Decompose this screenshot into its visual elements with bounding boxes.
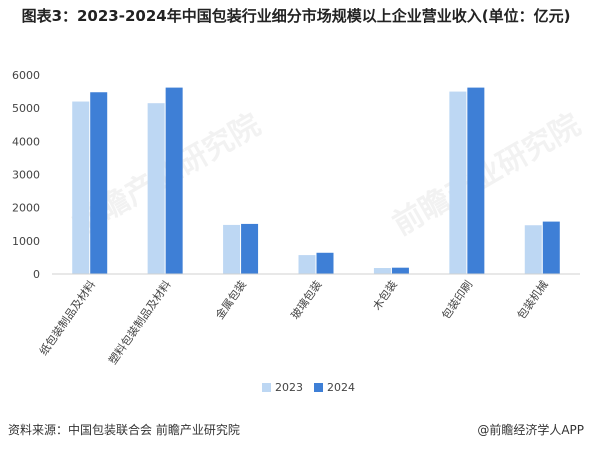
bars [72, 87, 560, 275]
bar-2023 [373, 268, 391, 274]
bar-2023 [449, 91, 467, 274]
x-tick-label: 玻璃包装 [288, 278, 325, 322]
y-axis: 0 1000 2000 3000 4000 5000 6000 [12, 69, 40, 281]
x-tick-label: 木包装 [370, 278, 400, 312]
chart-title: 图表3：2023-2024年中国包装行业细分市场规模以上企业营业收入(单位：亿元… [21, 7, 571, 25]
y-tick-label: 0 [33, 268, 40, 281]
bar-2024 [542, 221, 560, 274]
bar-2024 [90, 92, 108, 274]
bar-2023 [223, 224, 241, 274]
brand-label: @前瞻经济学人APP [477, 423, 584, 437]
bar-2024 [391, 267, 409, 274]
legend-swatch [262, 383, 271, 392]
y-tick-label: 3000 [12, 169, 40, 182]
bar-2024 [316, 252, 334, 274]
bar-2024 [165, 87, 183, 274]
y-tick-label: 6000 [12, 69, 40, 82]
x-tick-label: 包装机械 [514, 278, 551, 322]
x-tick-label: 纸包装制品及材料 [36, 278, 98, 358]
x-tick-label: 包装印刷 [439, 278, 475, 321]
x-tick-label: 金属包装 [212, 278, 249, 322]
legend-swatch [314, 383, 323, 392]
y-tick-label: 2000 [12, 202, 40, 215]
x-axis: 纸包装制品及材料 塑料包装制品及材料 金属包装 玻璃包装 木包装 包装印刷 包装机械 [36, 273, 580, 367]
bar-2023 [147, 103, 165, 274]
source-note: 资料来源：中国包装联合会 前瞻产业研究院 [8, 423, 240, 437]
y-tick-label: 1000 [12, 235, 40, 248]
legend: 2023 2024 [262, 381, 355, 394]
y-tick-label: 4000 [12, 135, 40, 148]
bar-2024 [467, 87, 485, 274]
y-tick-label: 5000 [12, 102, 40, 115]
legend-label: 2024 [327, 381, 355, 394]
bar-2023 [298, 255, 316, 274]
bar-2023 [524, 225, 542, 274]
bar-2024 [241, 223, 259, 274]
bar-2023 [72, 101, 90, 275]
legend-label: 2023 [275, 381, 303, 394]
x-tick-label: 塑料包装制品及材料 [105, 278, 173, 367]
